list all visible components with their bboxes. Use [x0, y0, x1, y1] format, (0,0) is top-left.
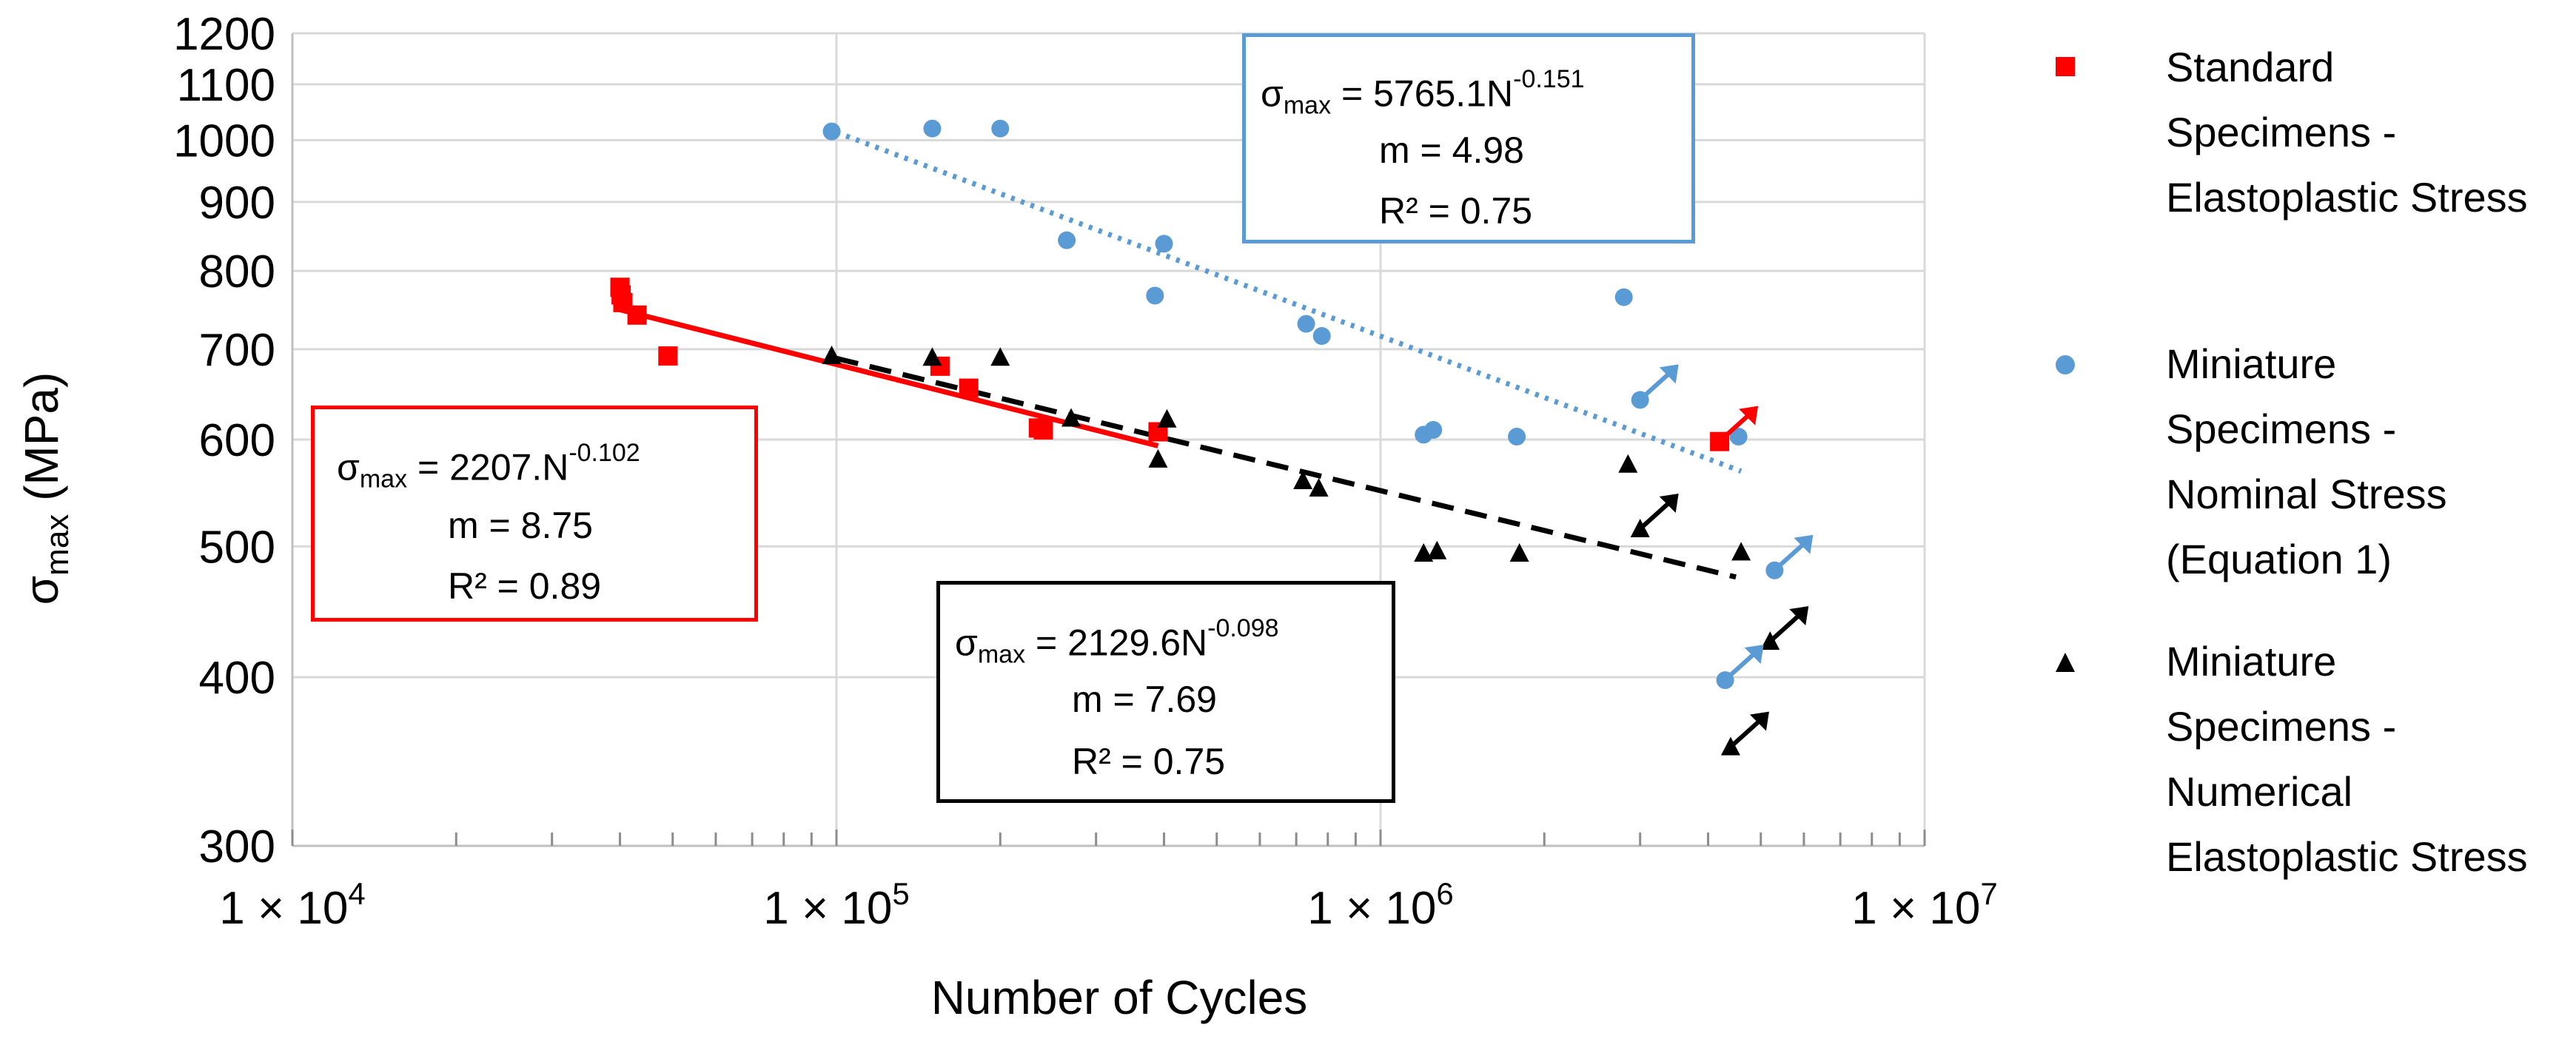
runout-arrow-head — [1744, 645, 1764, 665]
x-axis-label: Number of Cycles — [931, 971, 1308, 1024]
y-tick-label: 900 — [199, 178, 275, 229]
legend-label-nominal: Miniature Specimens - Nominal Stress (Eq… — [2166, 340, 2447, 582]
data-point-triangle — [822, 346, 842, 365]
x-tick-label: 1 × 104 — [219, 876, 365, 934]
trendline-dashed — [836, 355, 1737, 580]
y-tick-label: 700 — [199, 325, 275, 376]
data-point-triangle — [1157, 408, 1177, 428]
data-point-triangle — [1760, 631, 1780, 650]
data-point-circle — [1729, 428, 1748, 446]
legend-square-marker — [2056, 57, 2075, 76]
data-point-circle — [1424, 420, 1443, 439]
data-point-triangle — [922, 347, 942, 366]
data-point-triangle — [1309, 478, 1329, 497]
runout-arrows — [1641, 364, 1814, 746]
x-tick-label: 1 × 107 — [1851, 876, 1997, 934]
x-tick-label: 1 × 106 — [1307, 876, 1453, 934]
data-point-triangle — [1061, 408, 1081, 427]
data-point-triangle — [1148, 448, 1168, 468]
runout-arrow-head — [1789, 606, 1809, 626]
data-point-circle — [923, 119, 942, 138]
data-point-triangle — [1427, 540, 1447, 559]
y-tick-label: 1100 — [177, 60, 275, 111]
y-axis-label: σmax (MPa) — [15, 372, 76, 605]
y-tick-label: 300 — [199, 821, 275, 872]
data-point-circle — [1155, 235, 1173, 253]
data-point-triangle — [1731, 542, 1751, 561]
y-tick-label: 1200 — [173, 9, 275, 60]
runout-arrow-head — [1739, 406, 1759, 426]
runout-arrow-head — [1659, 364, 1679, 384]
y-tick-label: 800 — [199, 246, 275, 297]
data-point-triangle — [1630, 518, 1650, 537]
data-points — [610, 119, 1784, 756]
data-point-square — [627, 305, 647, 325]
legend-triangle-marker — [2056, 653, 2075, 672]
data-point-triangle — [1618, 454, 1638, 473]
y-tick-label: 1000 — [173, 115, 275, 167]
legend-circle-marker — [2056, 355, 2075, 374]
standard-equation-box: σmax = 2207.N-0.102 m = 8.75 R² = 0.89 — [311, 406, 758, 622]
data-point-circle — [991, 119, 1010, 138]
data-point-circle — [822, 122, 841, 141]
numerical-equation-box: σmax = 2129.6N-0.098 m = 7.69 R² = 0.75 — [936, 581, 1395, 803]
legend-label-standard: Standard Specimens - Elastoplastic Stres… — [2166, 44, 2528, 221]
runout-arrow-head — [1659, 493, 1679, 513]
data-point-circle — [1508, 428, 1526, 446]
data-point-circle — [1297, 315, 1315, 333]
axes — [291, 33, 1926, 847]
legend-label-numerical: Miniature Specimens - Numerical Elastopl… — [2166, 638, 2528, 880]
runout-arrow-head — [1749, 711, 1769, 731]
y-tick-label: 600 — [199, 415, 275, 466]
data-point-square — [658, 346, 678, 366]
runout-arrow-head — [1794, 534, 1814, 554]
x-tick-label: 1 × 105 — [763, 876, 909, 934]
nominal-equation-box: σmax = 5765.1N-0.151 m = 4.98 R² = 0.75 — [1242, 33, 1695, 243]
data-point-circle — [1614, 288, 1633, 306]
data-point-square — [959, 378, 979, 398]
y-tick-label: 500 — [199, 522, 275, 573]
data-point-triangle — [1720, 736, 1740, 756]
x-tick-labels: 1 × 104 1 × 105 1 × 106 1 × 107 — [219, 876, 1997, 934]
data-point-triangle — [990, 347, 1010, 366]
data-point-square — [1033, 420, 1053, 440]
y-tick-label: 400 — [199, 653, 275, 704]
data-point-triangle — [1509, 542, 1529, 562]
data-point-triangle — [1293, 471, 1313, 490]
data-point-circle — [1146, 286, 1164, 305]
data-point-triangle — [1414, 542, 1434, 562]
data-point-circle — [1058, 231, 1076, 249]
data-point-circle — [1312, 327, 1331, 346]
